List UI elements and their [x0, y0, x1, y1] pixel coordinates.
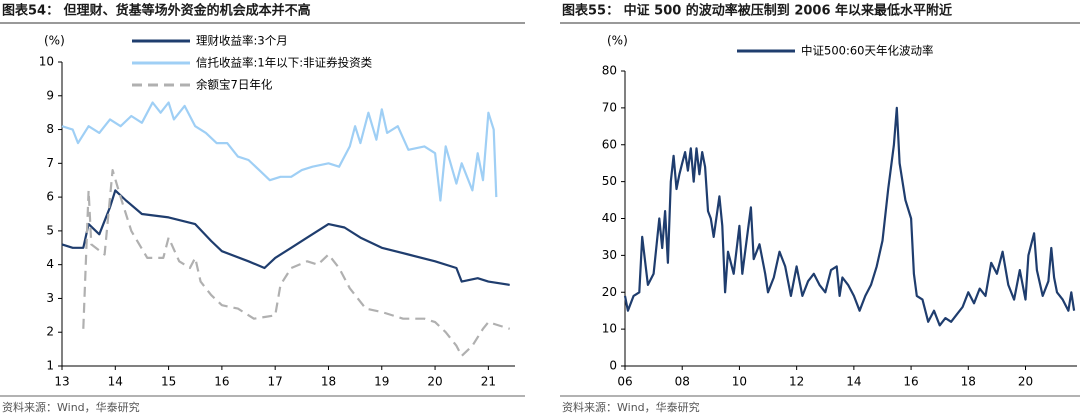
y-unit: (%): [44, 34, 65, 48]
y-tick-label: 10: [39, 55, 54, 69]
legend-label: 理财收益率:3个月: [196, 34, 288, 48]
x-tick-label: 16: [214, 375, 229, 389]
y-tick-label: 30: [602, 248, 617, 262]
y-tick-label: 3: [46, 291, 54, 305]
x-tick-label: 17: [268, 375, 283, 389]
series-line: [61, 189, 510, 286]
y-tick-label: 60: [602, 137, 617, 151]
x-tick-label: 14: [108, 375, 123, 389]
y-tick-label: 40: [602, 211, 617, 225]
source-note: 资料来源：Wind，华泰研究: [2, 400, 140, 414]
y-tick-label: 4: [46, 257, 54, 271]
x-tick-label: 12: [789, 375, 804, 389]
x-tick-label: 19: [374, 375, 389, 389]
x-tick-label: 21: [481, 375, 496, 389]
y-tick-label: 5: [46, 223, 54, 237]
x-tick-label: 10: [732, 375, 747, 389]
y-tick-label: 50: [602, 174, 617, 188]
y-tick-label: 6: [46, 190, 54, 204]
y-tick-label: 8: [46, 122, 54, 136]
legend-label: 中证500:60天年化波动率: [801, 44, 933, 58]
y-tick-label: 20: [602, 285, 617, 299]
x-tick-label: 15: [161, 375, 176, 389]
source-note: 资料来源：Wind，华泰研究: [562, 400, 700, 414]
y-tick-label: 7: [46, 156, 54, 170]
x-tick-label: 18: [321, 375, 336, 389]
legend-label: 余额宝7日年化: [196, 78, 273, 92]
x-tick-label: 20: [427, 375, 442, 389]
x-tick-label: 18: [961, 375, 976, 389]
x-tick-label: 08: [675, 375, 690, 389]
x-tick-label: 14: [846, 375, 861, 389]
series-line: [623, 106, 1076, 327]
y-unit: (%): [607, 34, 628, 48]
legend-label: 信托收益率:1年以下:非证券投资类: [196, 56, 373, 70]
y-tick-label: 2: [46, 325, 54, 339]
y-tick-label: 10: [602, 322, 617, 336]
series-line: [82, 169, 511, 357]
x-tick-label: 20: [1018, 375, 1033, 389]
y-tick-label: 70: [602, 100, 617, 114]
chart-title: 图表55： 中证 500 的波动率被压制到 2006 年以来最低水平附近: [562, 3, 952, 19]
x-tick-label: 06: [617, 375, 632, 389]
series-line: [61, 101, 498, 202]
chart-title: 图表54： 但理财、货基等场外资金的机会成本并不高: [2, 3, 311, 19]
x-tick-label: 13: [54, 375, 69, 389]
y-tick-label: 1: [46, 359, 54, 373]
y-tick-label: 0: [609, 359, 617, 373]
y-tick-label: 80: [602, 64, 617, 78]
x-tick-label: 16: [903, 375, 918, 389]
y-tick-label: 9: [46, 88, 54, 102]
